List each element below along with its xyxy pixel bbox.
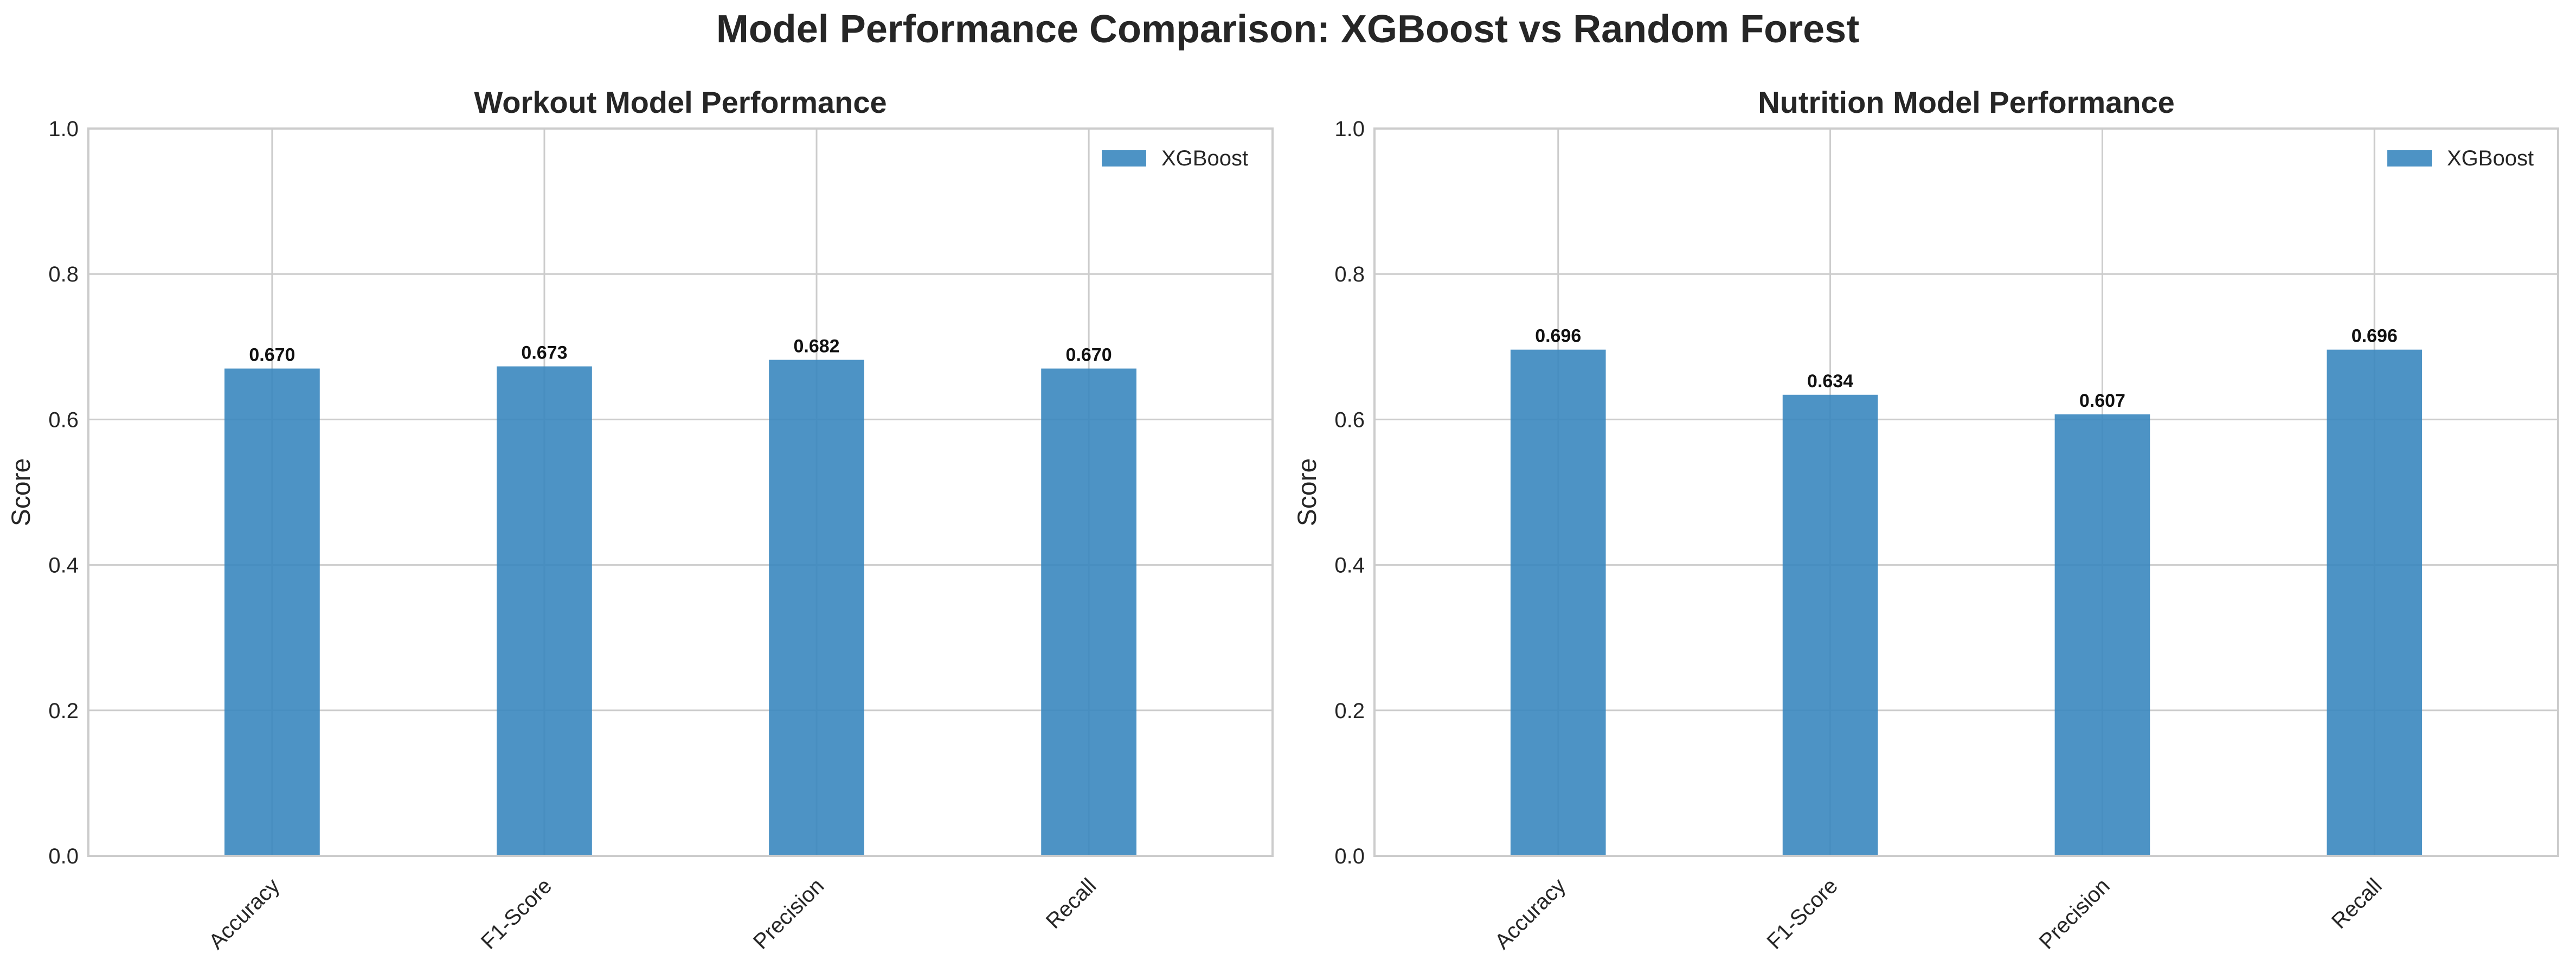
bar-value-label: 0.634 (1807, 371, 1853, 392)
bar (769, 360, 864, 856)
bar (224, 368, 320, 856)
y-tick-label: 0.6 (1334, 408, 1365, 432)
y-tick-label: 0.8 (48, 263, 79, 286)
y-tick-label: 0.4 (48, 554, 79, 578)
bar (1510, 349, 1606, 856)
y-axis-label: Score (1293, 458, 1322, 526)
y-tick-label: 0.4 (1334, 554, 1365, 578)
y-tick-label: 1.0 (1334, 117, 1365, 141)
legend: XGBoost (2387, 146, 2534, 170)
plot-frame (1373, 127, 2559, 857)
bar-value-label: 0.670 (249, 345, 295, 366)
bar (2054, 414, 2150, 856)
y-tick-label: 0.0 (1334, 844, 1365, 868)
y-tick-label: 1.0 (48, 117, 79, 141)
bar (2327, 349, 2423, 856)
legend-swatch (1102, 150, 1146, 167)
legend-label: XGBoost (1161, 146, 1248, 170)
panel-title: Workout Model Performance (474, 85, 886, 119)
y-tick-label: 0.0 (48, 844, 79, 868)
bar (1782, 394, 1878, 856)
bar-value-label: 0.696 (1535, 326, 1581, 347)
bar-value-label: 0.673 (521, 343, 567, 363)
plot-frame (87, 127, 1274, 857)
y-tick-label: 0.2 (48, 699, 79, 723)
figure-title: Model Performance Comparison: XGBoost vs… (716, 8, 1859, 51)
y-tick-label: 0.2 (1334, 699, 1365, 723)
bar-value-label: 0.682 (793, 336, 839, 356)
legend: XGBoost (1102, 146, 1248, 170)
y-axis-label: Score (7, 458, 36, 526)
bar-value-label: 0.607 (2079, 391, 2125, 411)
bar-value-label: 0.670 (1066, 345, 1112, 366)
y-tick-label: 0.8 (1334, 263, 1365, 286)
bar (497, 366, 592, 856)
panel-title: Nutrition Model Performance (1758, 85, 2175, 119)
legend-swatch (2387, 150, 2432, 167)
bar-value-label: 0.696 (2352, 326, 2398, 347)
legend-label: XGBoost (2447, 146, 2534, 170)
bar (1041, 368, 1136, 856)
y-tick-label: 0.6 (48, 408, 79, 432)
chart-panel-1: 0.00.20.40.60.81.00.670 0.673 0.682 0.670Ac… (7, 85, 1274, 954)
